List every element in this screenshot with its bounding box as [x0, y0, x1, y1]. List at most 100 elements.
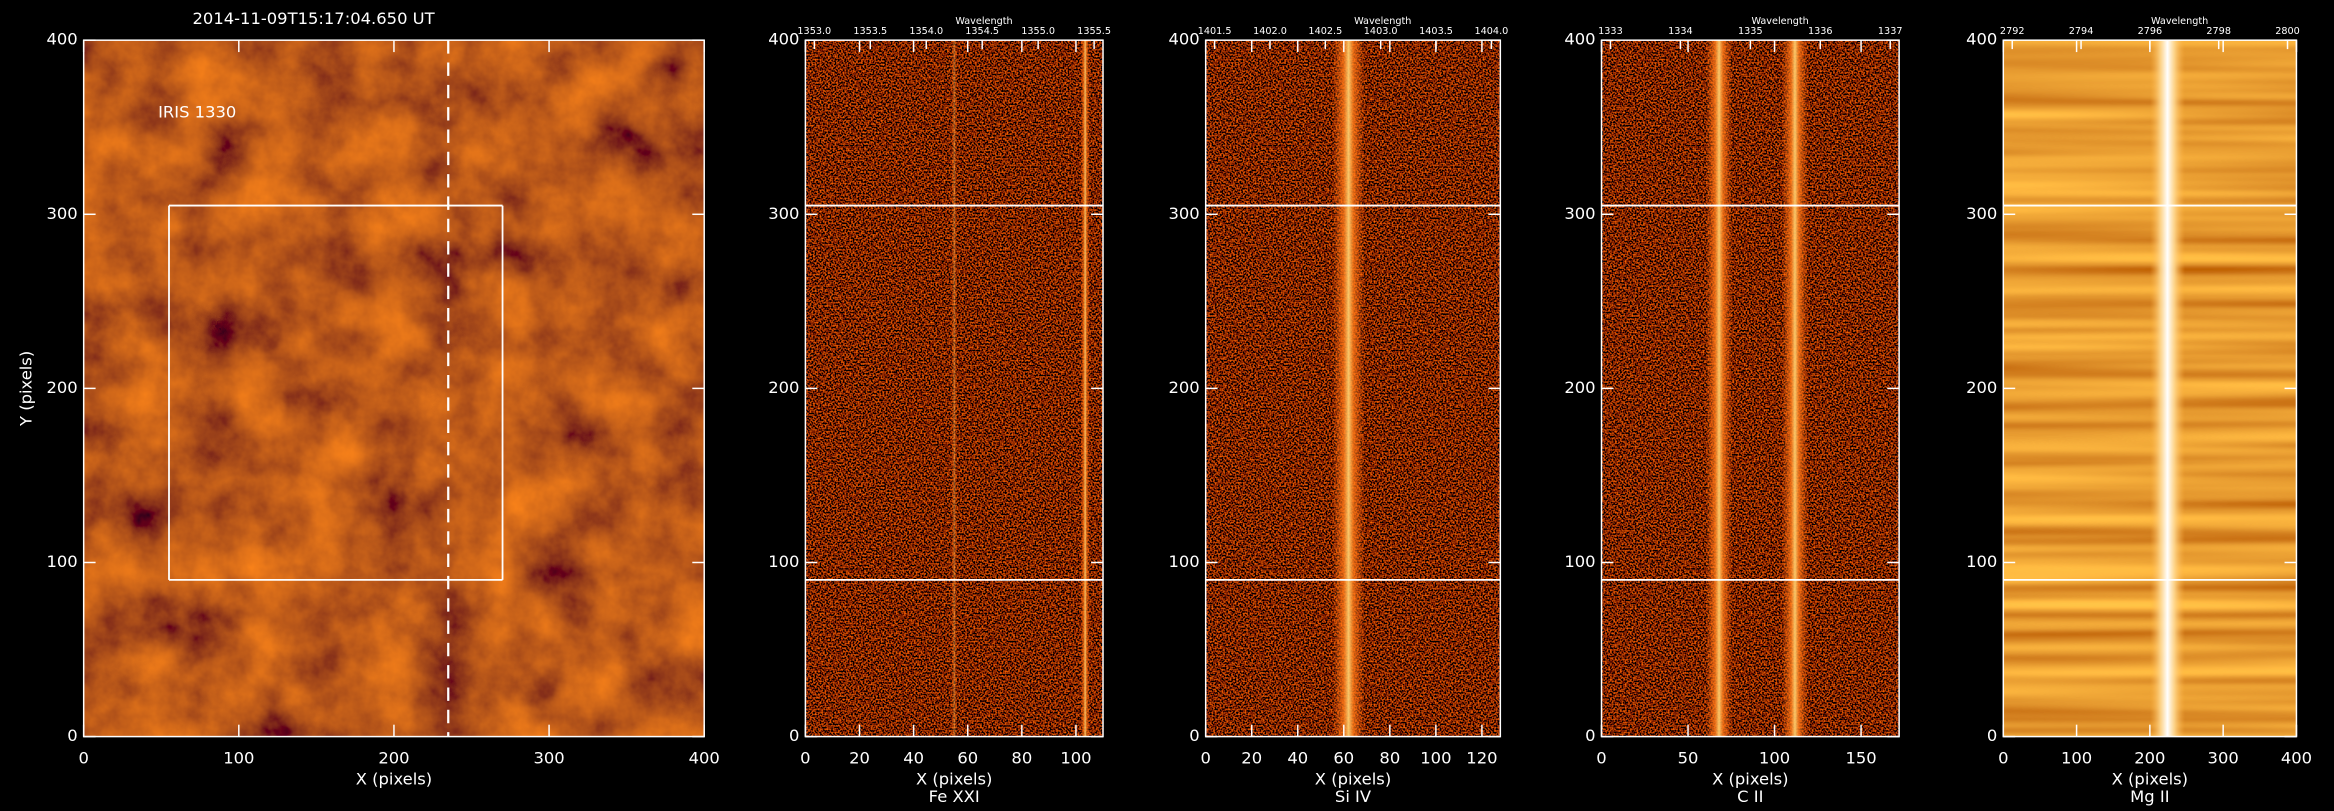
y-tick-label: 400 — [1169, 30, 1200, 49]
x-tick-label: 60 — [957, 748, 978, 767]
emission-line — [1781, 40, 1809, 737]
y-tick-label: 0 — [1585, 726, 1595, 745]
panel: 0 20 40 60 80 100 120 0 100 200 300 400 X (pixels)Si… — [1169, 16, 1509, 806]
y-tick-label: 0 — [67, 726, 77, 745]
y-axis-label: Y (pixels) — [17, 351, 36, 427]
top-axis-label: Wavelength — [1354, 16, 1411, 27]
x-tick-label: 40 — [1287, 748, 1308, 767]
line-name: Si IV — [1335, 787, 1372, 806]
y-tick-label: 200 — [1169, 378, 1200, 397]
y-tick-label: 100 — [46, 552, 77, 571]
x-tick-label: 150 — [1845, 748, 1876, 767]
top-tick-label: 1402.0 — [1253, 26, 1287, 37]
x-tick-label: 100 — [1759, 748, 1790, 767]
top-tick-label: 2792 — [2000, 26, 2025, 37]
y-tick-label: 300 — [1169, 204, 1200, 223]
top-tick-label: 1333 — [1598, 26, 1623, 37]
top-tick-label: 1353.0 — [797, 26, 831, 37]
x-tick-label: 20 — [849, 748, 870, 767]
top-tick-label: 1403.5 — [1419, 26, 1453, 37]
x-tick-label: 60 — [1333, 748, 1354, 767]
x-tick-label: 0 — [1200, 748, 1210, 767]
y-tick-label: 400 — [1564, 30, 1595, 49]
x-tick-label: 300 — [533, 748, 564, 767]
top-tick-label: 2796 — [2138, 26, 2163, 37]
y-tick-label: 0 — [789, 726, 799, 745]
x-axis-label: X (pixels) — [1315, 769, 1391, 788]
y-tick-label: 200 — [1966, 378, 1997, 397]
x-tick-label: 200 — [378, 748, 409, 767]
y-tick-label: 200 — [1564, 378, 1595, 397]
top-tick-label: 1354.5 — [965, 26, 999, 37]
x-tick-label: 50 — [1678, 748, 1699, 767]
line-name: Fe XXI — [929, 787, 980, 806]
spectrum-image — [1601, 40, 1900, 737]
x-tick-label: 200 — [2134, 748, 2165, 767]
top-axis-label: Wavelength — [1751, 16, 1808, 27]
y-tick-label: 200 — [768, 378, 799, 397]
emission-line — [1332, 40, 1365, 737]
y-tick-label: 400 — [46, 30, 77, 49]
y-tick-label: 300 — [1966, 204, 1997, 223]
x-axis-label: X (pixels) — [2112, 769, 2188, 788]
top-tick-label: 2798 — [2206, 26, 2231, 37]
top-tick-label: 2800 — [2275, 26, 2300, 37]
x-tick-label: 100 — [2061, 748, 2092, 767]
top-axis-label: Wavelength — [2151, 16, 2208, 27]
top-tick-label: 1337 — [1878, 26, 1903, 37]
annotation: IRIS 1330 — [158, 103, 236, 122]
y-tick-label: 0 — [1987, 726, 1997, 745]
x-tick-label: 0 — [800, 748, 810, 767]
y-tick-label: 300 — [46, 204, 77, 223]
emission-line — [1705, 40, 1733, 737]
emission-line — [1080, 40, 1090, 737]
y-tick-label: 100 — [1169, 552, 1200, 571]
line-name: C II — [1737, 787, 1763, 806]
x-tick-label: 120 — [1466, 748, 1497, 767]
top-tick-label: 1336 — [1808, 26, 1833, 37]
panel: 0 50 100 150 0 100 200 300 400 X (pixels)C II Wave… — [1564, 16, 1902, 806]
top-tick-label: 1353.5 — [853, 26, 887, 37]
x-tick-label: 100 — [1060, 748, 1091, 767]
x-tick-label: 100 — [223, 748, 254, 767]
top-tick-label: 1354.0 — [909, 26, 943, 37]
top-tick-label: 2794 — [2069, 26, 2094, 37]
top-tick-label: 1403.0 — [1364, 26, 1398, 37]
panel: 0 100 200 300 400 0 100 200 300 400 X (pixels) Y (p… — [17, 9, 720, 788]
x-tick-label: 20 — [1241, 748, 1262, 767]
emission-line — [951, 40, 958, 737]
top-tick-label: 1404.0 — [1475, 26, 1509, 37]
chart-title: 2014-11-09T15:17:04.650 UT — [193, 9, 436, 28]
x-tick-label: 80 — [1011, 748, 1032, 767]
x-tick-label: 0 — [1596, 748, 1606, 767]
x-tick-label: 0 — [78, 748, 88, 767]
top-tick-label: 1334 — [1668, 26, 1693, 37]
top-tick-label: 1335 — [1738, 26, 1763, 37]
y-tick-label: 200 — [46, 378, 77, 397]
top-tick-label: 1355.0 — [1021, 26, 1055, 37]
x-tick-label: 400 — [2281, 748, 2312, 767]
top-tick-label: 1401.5 — [1198, 26, 1232, 37]
y-tick-label: 0 — [1189, 726, 1199, 745]
y-tick-label: 400 — [768, 30, 799, 49]
slit-jaw-image — [83, 40, 705, 737]
x-tick-label: 40 — [903, 748, 924, 767]
panel: 0 20 40 60 80 100 0 100 200 300 400 X (pixels)Fe XX… — [768, 16, 1111, 806]
top-tick-label: 1402.5 — [1308, 26, 1342, 37]
x-tick-label: 80 — [1379, 748, 1400, 767]
line-name: Mg II — [2130, 787, 2169, 806]
x-tick-label: 400 — [689, 748, 720, 767]
x-axis-label: X (pixels) — [1712, 769, 1788, 788]
x-tick-label: 300 — [2208, 748, 2239, 767]
y-tick-label: 400 — [1966, 30, 1997, 49]
y-tick-label: 100 — [1966, 552, 1997, 571]
top-axis-label: Wavelength — [955, 16, 1012, 27]
emission-line — [2149, 40, 2186, 737]
x-tick-label: 0 — [1998, 748, 2008, 767]
y-tick-label: 300 — [768, 204, 799, 223]
x-tick-label: 100 — [1420, 748, 1451, 767]
x-axis-label: X (pixels) — [916, 769, 992, 788]
panel: 0 100 200 300 400 0 100 200 300 400 X (pixels)Mg I… — [1966, 16, 2312, 806]
